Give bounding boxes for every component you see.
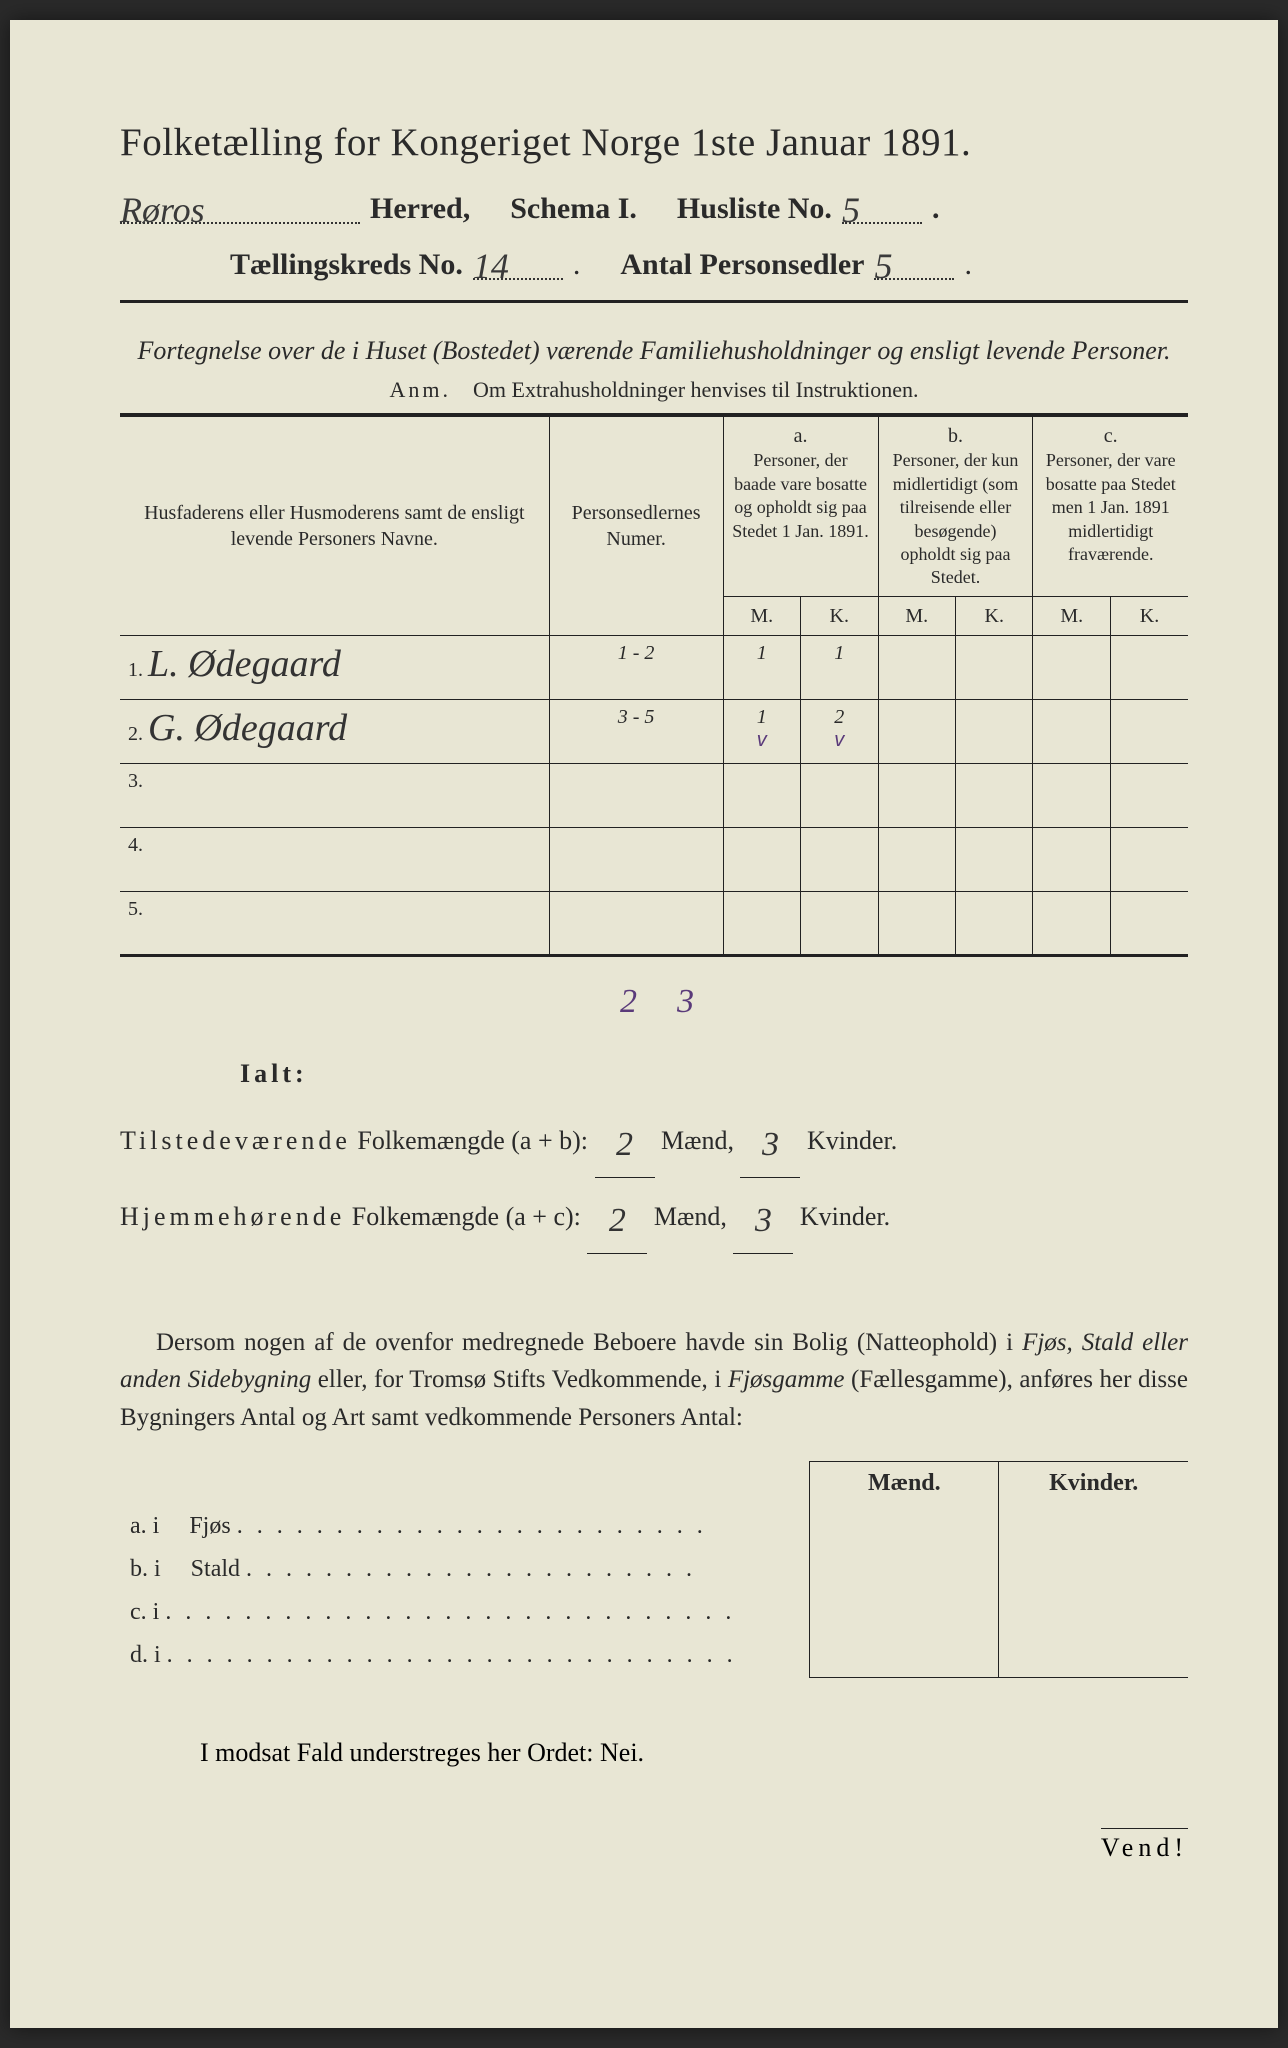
col-b: b. Personer, der kun midlertidigt (som t… — [878, 415, 1033, 596]
header-row-2: Tællingskreds No. 14 . Antal Personsedle… — [230, 241, 1188, 282]
husliste-label: Husliste No. — [677, 192, 832, 226]
col-a-k: K. — [801, 596, 878, 635]
antal-handwritten: 5 — [874, 246, 892, 286]
side-building-paragraph: Dersom nogen af de ovenfor medregnede Be… — [120, 1324, 1188, 1437]
herred-handwritten: Røros — [120, 190, 205, 230]
sub-row: d. i . . . . . . . . . . . . . . . . . .… — [120, 1634, 1188, 1677]
sub-row: c. i . . . . . . . . . . . . . . . . . .… — [120, 1591, 1188, 1634]
total-ac-k: 3 — [755, 1202, 772, 1239]
nei-line: I modsat Fald understreges her Ordet: Ne… — [200, 1738, 1188, 1768]
kreds-no-handwritten: 14 — [473, 246, 509, 286]
main-table: Husfaderens eller Husmoderens samt de en… — [120, 413, 1188, 956]
anm-line: Anm. Om Extrahusholdninger henvises til … — [120, 377, 1188, 403]
table-row: 3. — [120, 763, 1188, 827]
table-row: 4. — [120, 827, 1188, 891]
col-b-m: M. — [878, 596, 955, 635]
divider — [120, 300, 1188, 303]
schema-label: Schema I. — [510, 192, 637, 226]
sub-row: a. i Fjøs . . . . . . . . . . . . . . . … — [120, 1505, 1188, 1548]
herred-label: Herred, — [370, 192, 470, 226]
total-ab-m: 2 — [616, 1126, 633, 1163]
col-b-k: K. — [956, 596, 1033, 635]
husliste-no-handwritten: 5 — [842, 190, 860, 230]
col-c-k: K. — [1110, 596, 1188, 635]
col-numer: Personsedlernes Numer. — [549, 415, 723, 635]
totals-block: Ialt: Tilstedeværende Folkemængde (a + b… — [120, 1045, 1188, 1254]
tilstede-label: Tilstedeværende — [120, 1126, 351, 1155]
col-c-m: M. — [1033, 596, 1110, 635]
header-row-1: Røros Herred, Schema I. Husliste No. 5 . — [120, 185, 1188, 226]
col-names: Husfaderens eller Husmoderens samt de en… — [120, 415, 549, 635]
sub-kvinder: Kvinder. — [999, 1462, 1188, 1506]
table-row: 5. — [120, 891, 1188, 955]
col-a: a. Personer, der baade vare bosatte og o… — [723, 415, 878, 596]
total-ab-k: 3 — [762, 1126, 779, 1163]
table-row: 2. G. Ødegaard 3 - 5 1v 2v — [120, 699, 1188, 763]
sub-row: b. i Stald . . . . . . . . . . . . . . .… — [120, 1548, 1188, 1591]
col-a-m: M. — [723, 596, 800, 635]
page-title: Folketælling for Kongeriget Norge 1ste J… — [120, 120, 1188, 165]
sub-maend: Mænd. — [810, 1462, 999, 1506]
total-ac-m: 2 — [609, 1202, 626, 1239]
vend-label: Vend! — [1101, 1828, 1188, 1863]
column-totals-hw: 2 3 — [620, 977, 1188, 1015]
anm-text: Om Extrahusholdninger henvises til Instr… — [473, 377, 918, 402]
sub-table: Mænd. Kvinder. a. i Fjøs . . . . . . . .… — [120, 1461, 1188, 1678]
census-form-page: Folketælling for Kongeriget Norge 1ste J… — [10, 20, 1278, 2028]
hjemme-label: Hjemmehørende — [120, 1202, 345, 1231]
anm-label: Anm. — [390, 377, 452, 402]
form-description: Fortegnelse over de i Huset (Bostedet) v… — [120, 333, 1188, 369]
kreds-label: Tællingskreds No. — [230, 248, 463, 282]
ialt-label: Ialt: — [240, 1059, 308, 1088]
table-row: 1. L. Ødegaard 1 - 2 1 1 — [120, 635, 1188, 699]
col-c: c. Personer, der vare bosatte paa Stedet… — [1033, 415, 1188, 596]
antal-label: Antal Personsedler — [620, 248, 864, 282]
